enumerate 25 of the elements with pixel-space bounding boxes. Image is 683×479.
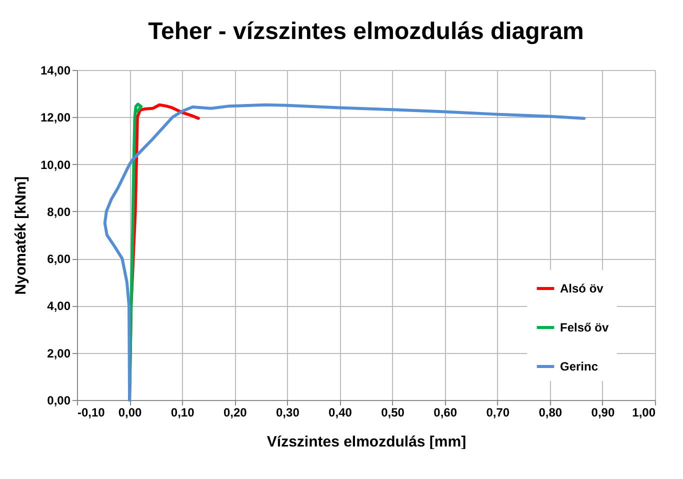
x-tick-label: 0,30 <box>276 406 300 420</box>
y-tick-label: 4,00 <box>47 299 71 314</box>
x-tick-label: 0,70 <box>486 406 510 420</box>
y-axis-title: Nyomaték [kNm] <box>12 176 30 295</box>
x-tick-label: 0,40 <box>328 406 352 420</box>
y-tick-label: 0,00 <box>47 394 71 408</box>
x-tick-label: 0,80 <box>538 406 562 420</box>
x-tick-label: 0,20 <box>223 406 248 420</box>
y-tick-label: 10,00 <box>40 158 71 172</box>
y-tick-label: 14,00 <box>40 64 71 78</box>
x-tick-label: 0,10 <box>170 406 195 420</box>
y-tick-label: 2,00 <box>47 346 71 360</box>
legend-label: Alsó öv <box>560 282 604 296</box>
x-tick-label: 1,00 <box>632 406 656 420</box>
y-tick-label: 8,00 <box>47 204 71 219</box>
y-tick-label: 6,00 <box>47 252 71 266</box>
legend-label: Gerinc <box>560 360 598 374</box>
legend-label: Felső öv <box>560 320 610 334</box>
x-tick-label: 0,00 <box>118 406 142 420</box>
chart-title: Teher - vízszintes elmozdulás diagram <box>148 18 584 45</box>
x-tick-label: 0,90 <box>591 406 615 420</box>
x-tick-label: 0,50 <box>381 406 405 420</box>
x-tick-label: -0,10 <box>78 406 106 420</box>
y-tick-label: 12,00 <box>40 110 71 125</box>
x-tick-label: 0,60 <box>434 406 458 420</box>
